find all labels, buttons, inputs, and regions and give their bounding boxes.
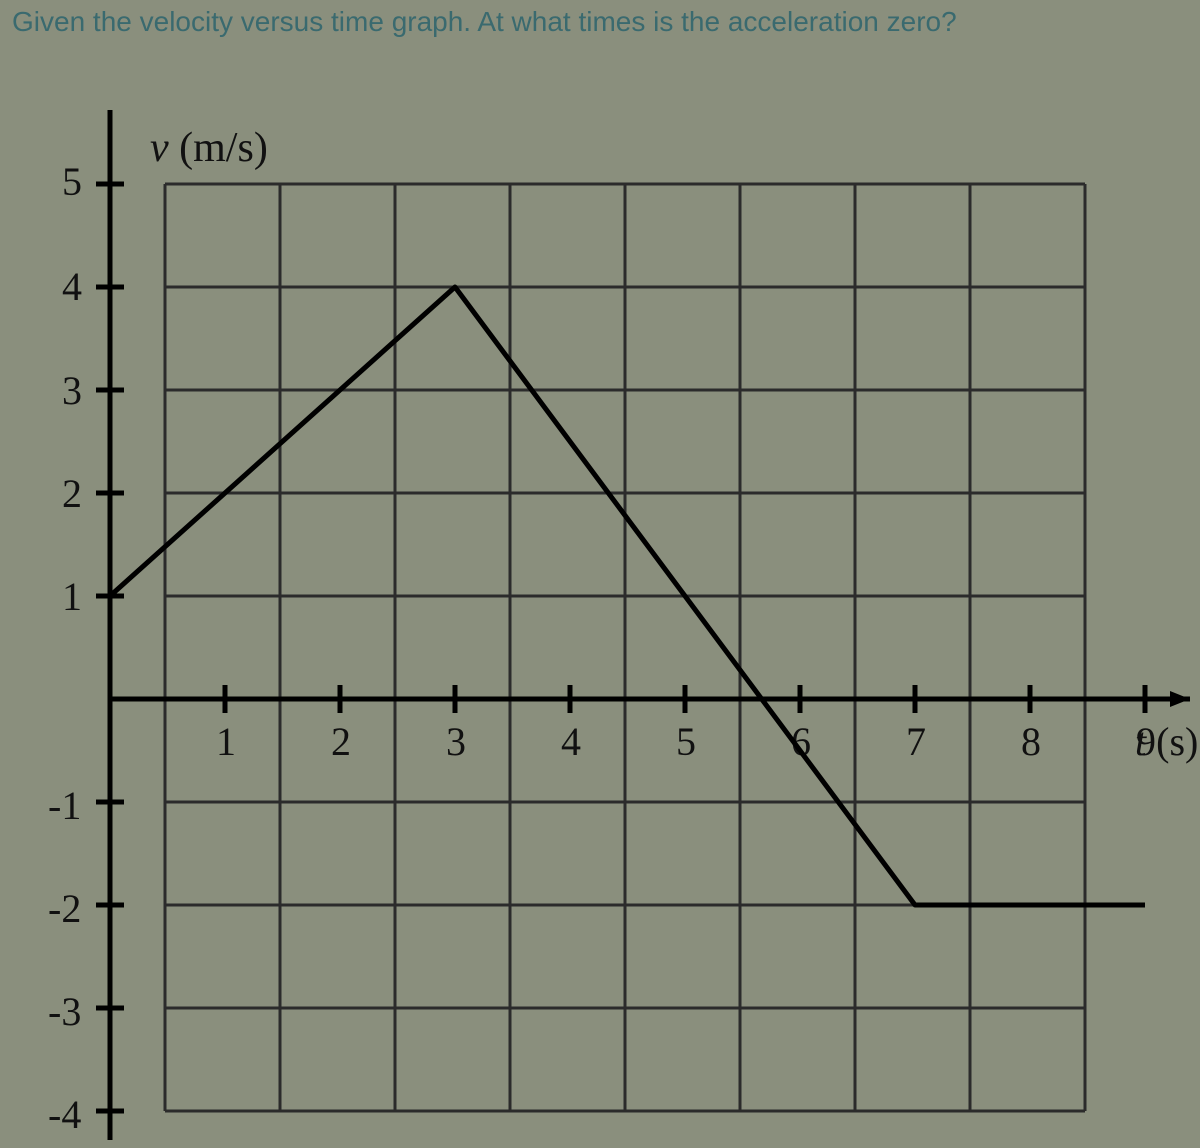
question-text: Given the velocity versus time graph. At… [12,6,957,38]
chart-svg [0,110,1200,1140]
velocity-time-chart: v (m/s) t (s) 5 4 3 2 1 -1 -2 -3 -4 1 2 … [0,110,1200,1130]
